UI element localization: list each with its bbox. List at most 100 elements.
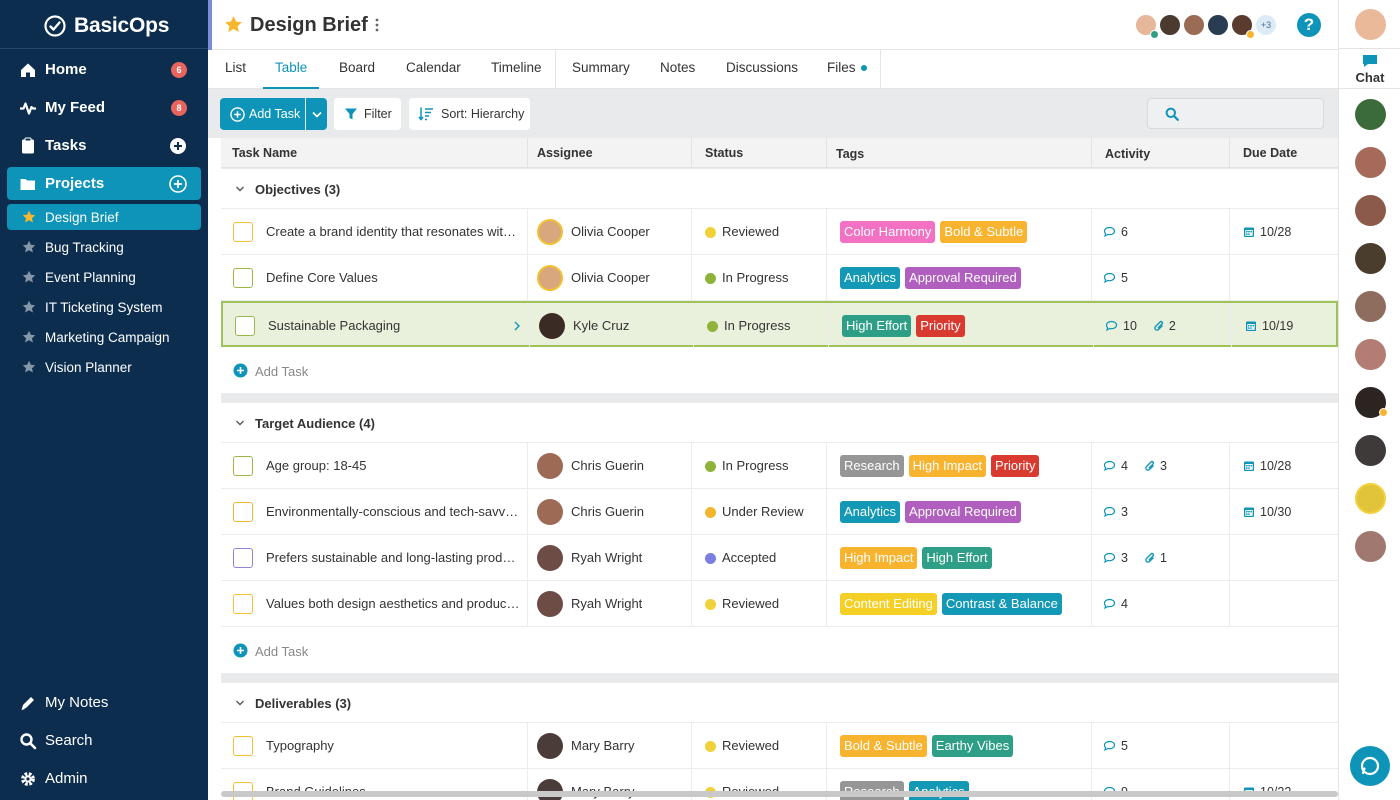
column-header-task-name[interactable]: Task Name: [232, 146, 298, 160]
assignee-name[interactable]: Ryah Wright: [571, 550, 643, 565]
task-name[interactable]: Values both design aesthetics and produc…: [266, 596, 521, 611]
table-row[interactable]: Values both design aesthetics and produc…: [221, 581, 1338, 627]
tab-summary[interactable]: Summary: [572, 60, 630, 75]
task-name[interactable]: Sustainable Packaging: [268, 318, 401, 333]
sidebar-item-my-feed[interactable]: My Feed 8: [7, 91, 201, 124]
member-avatar[interactable]: [1158, 13, 1182, 37]
tab-calendar[interactable]: Calendar: [406, 60, 461, 75]
current-user-avatar[interactable]: [1355, 9, 1386, 40]
task-checkbox[interactable]: [233, 548, 253, 568]
chat-contact-avatar[interactable]: [1355, 147, 1386, 178]
task-checkbox[interactable]: [233, 502, 253, 522]
sidebar-item-my-notes[interactable]: My Notes: [7, 686, 201, 719]
sidebar-item-search[interactable]: Search: [7, 724, 201, 757]
tag-badge[interactable]: Content Editing: [840, 593, 937, 615]
tags-cell[interactable]: Research High Impact Priority: [840, 455, 1040, 477]
favorite-star-icon[interactable]: [224, 15, 243, 34]
activity-cell[interactable]: 3: [1103, 505, 1128, 519]
table-row[interactable]: Prefers sustainable and long-lasting pro…: [221, 535, 1338, 581]
column-header-activity[interactable]: Activity: [1105, 147, 1151, 161]
chat-contact-avatar[interactable]: [1355, 339, 1386, 370]
tag-badge[interactable]: Priority: [991, 455, 1040, 477]
sidebar-item-tasks[interactable]: Tasks: [7, 129, 201, 162]
assignee-name[interactable]: Olivia Cooper: [571, 270, 650, 285]
tags-cell[interactable]: Content Editing Contrast & Balance: [840, 593, 1062, 615]
chat-contact-avatar[interactable]: [1355, 483, 1386, 514]
task-name[interactable]: Create a brand identity that resonates w…: [266, 224, 521, 239]
tag-badge[interactable]: Priority: [916, 315, 965, 337]
chat-contact-avatar[interactable]: [1355, 435, 1386, 466]
filter-button[interactable]: Filter: [334, 98, 401, 130]
group-header[interactable]: Objectives (3): [221, 169, 1338, 209]
task-checkbox[interactable]: [233, 222, 253, 242]
column-header-due-date[interactable]: Due Date: [1243, 146, 1298, 160]
chat-contact-avatar[interactable]: [1355, 531, 1386, 562]
group-header[interactable]: Target Audience (4): [221, 403, 1338, 443]
due-date-cell[interactable]: 10/19: [1245, 319, 1293, 333]
sidebar-item-home[interactable]: Home 6: [7, 53, 201, 86]
tab-board[interactable]: Board: [339, 60, 376, 75]
status-text[interactable]: In Progress: [722, 270, 789, 285]
tags-cell[interactable]: High Impact High Effort: [840, 547, 992, 569]
add-task-row[interactable]: Add Task: [221, 347, 1338, 393]
tags-cell[interactable]: Color Harmony Bold & Subtle: [840, 221, 1028, 243]
add-task-plus-icon[interactable]: [169, 137, 187, 155]
task-checkbox[interactable]: [233, 268, 253, 288]
task-name[interactable]: Typography: [266, 738, 334, 753]
project-item-marketing-campaign[interactable]: Marketing Campaign: [7, 324, 201, 350]
chat-contact-avatar[interactable]: [1355, 243, 1386, 274]
member-avatar[interactable]: [1182, 13, 1206, 37]
tag-badge[interactable]: High Impact: [908, 455, 987, 477]
task-checkbox[interactable]: [235, 316, 255, 336]
tag-badge[interactable]: Bold & Subtle: [940, 221, 1028, 243]
tag-badge[interactable]: Bold & Subtle: [840, 735, 927, 757]
members-more-badge[interactable]: +3: [1254, 13, 1278, 37]
tag-badge[interactable]: High Effort: [842, 315, 912, 337]
due-date-cell[interactable]: 10/28: [1243, 225, 1291, 239]
group-header[interactable]: Deliverables (3): [221, 683, 1338, 723]
status-text[interactable]: Under Review: [722, 504, 804, 519]
member-avatar[interactable]: [1134, 13, 1158, 37]
project-item-vision-planner[interactable]: Vision Planner: [7, 354, 201, 380]
sort-button[interactable]: Sort: Hierarchy: [409, 98, 530, 130]
tab-timeline[interactable]: Timeline: [491, 60, 542, 75]
add-project-plus-icon[interactable]: [169, 175, 187, 193]
tag-badge[interactable]: Color Harmony: [840, 221, 936, 243]
project-item-design-brief[interactable]: Design Brief: [7, 204, 201, 230]
tags-cell[interactable]: Analytics Approval Required: [840, 267, 1021, 289]
search-input[interactable]: [1147, 98, 1324, 129]
chat-contact-avatar[interactable]: [1355, 195, 1386, 226]
add-task-dropdown[interactable]: [306, 98, 327, 130]
add-task-row[interactable]: Add Task: [221, 627, 1338, 673]
project-item-it-ticketing[interactable]: IT Ticketing System: [7, 294, 201, 320]
tag-badge[interactable]: Approval Required: [905, 501, 1021, 523]
column-header-status[interactable]: Status: [705, 146, 744, 160]
add-task-button[interactable]: Add Task: [220, 98, 305, 130]
status-text[interactable]: Reviewed: [722, 738, 780, 753]
table-row[interactable]: Environmentally-conscious and tech-savvy…: [221, 489, 1338, 535]
tag-badge[interactable]: Analytics: [840, 267, 901, 289]
assignee-name[interactable]: Chris Guerin: [571, 504, 644, 519]
tag-badge[interactable]: Approval Required: [905, 267, 1021, 289]
sidebar-item-admin[interactable]: Admin: [7, 762, 201, 795]
task-name[interactable]: Prefers sustainable and long-lasting pro…: [266, 550, 521, 565]
tag-badge[interactable]: Earthy Vibes: [931, 735, 1014, 757]
more-options-icon[interactable]: [372, 17, 382, 33]
status-text[interactable]: In Progress: [722, 458, 789, 473]
status-text[interactable]: Reviewed: [722, 224, 780, 239]
chat-contact-avatar[interactable]: [1355, 291, 1386, 322]
table-row[interactable]: Age group: 18-45 Chris Guerin In Progres…: [221, 443, 1338, 489]
task-name[interactable]: Define Core Values: [266, 270, 378, 285]
chat-contact-avatar[interactable]: [1355, 99, 1386, 130]
activity-cell[interactable]: 6: [1103, 225, 1128, 239]
task-name[interactable]: Environmentally-conscious and tech-savvy…: [266, 504, 521, 519]
tags-cell[interactable]: Bold & Subtle Earthy Vibes: [840, 735, 1014, 757]
assignee-name[interactable]: Olivia Cooper: [571, 224, 650, 239]
due-date-cell[interactable]: 10/30: [1243, 505, 1291, 519]
chat-label[interactable]: Chat: [1355, 70, 1385, 85]
tag-badge[interactable]: Analytics: [840, 501, 901, 523]
app-logo[interactable]: BasicOps: [44, 12, 169, 40]
table-row[interactable]: Create a brand identity that resonates w…: [221, 209, 1338, 255]
